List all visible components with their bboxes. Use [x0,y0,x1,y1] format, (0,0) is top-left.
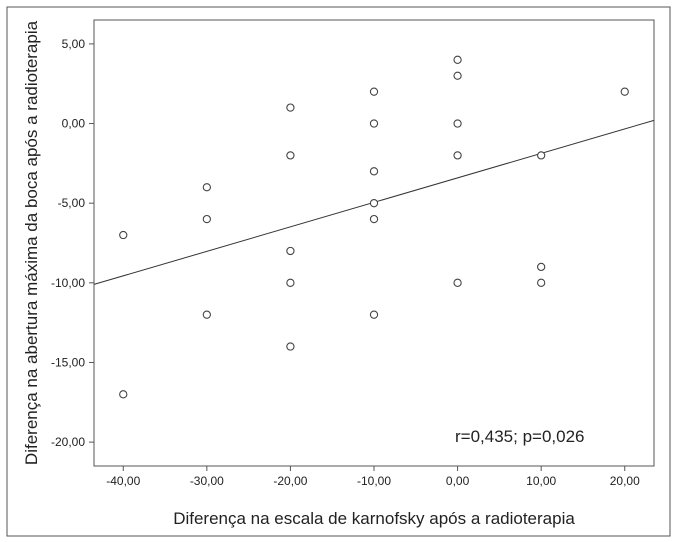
x-tick-label: -20,00 [273,474,307,488]
data-point [286,278,295,287]
y-axis: 5,00 0,00 -5,00 -10,00 -15,00 -20,00 [51,37,94,449]
data-point [453,71,462,80]
data-point [620,87,629,96]
x-tick-label: -10,00 [357,474,391,488]
data-point [537,262,546,272]
data-point [369,199,379,208]
plot-area [93,19,655,467]
data-point [286,246,295,256]
x-tick-label: 10,00 [526,474,556,488]
x-tick-label: -40,00 [106,474,140,488]
y-tick-label: 0,00 [62,117,86,131]
data-point [453,119,462,128]
y-tick-label: -10,00 [51,276,85,290]
x-axis: -40,00 -30,00 -20,00 -10,00 0,00 10,00 20,00 [106,466,640,488]
x-tick-label: -30,00 [190,474,224,488]
y-axis-title: Diferença na abertura máxima da boca apó… [22,20,41,465]
x-tick-label: 0,00 [446,474,470,488]
data-points [119,55,629,399]
y-tick-label: -5,00 [58,196,86,210]
data-point [453,278,462,287]
data-point [369,214,379,224]
data-point [286,103,295,112]
data-point [369,310,379,319]
y-tick-label: 5,00 [62,37,86,51]
data-point [453,151,462,160]
data-point [369,87,379,96]
data-point [537,278,546,287]
y-tick-label: -15,00 [51,355,85,369]
data-point [286,151,295,160]
x-axis-title: Diferença na escala de karnofsky após a … [173,509,575,528]
data-point [202,183,211,192]
data-point [286,342,295,351]
data-point [453,55,462,64]
x-tick-label: 20,00 [610,474,640,488]
data-point [202,214,211,224]
data-point [369,167,379,176]
data-point [119,390,128,399]
data-point [119,230,128,240]
correlation-annotation: r=0,435; p=0,026 [455,427,585,446]
y-tick-label: -20,00 [51,435,85,449]
data-point [537,151,546,160]
data-point [202,310,211,319]
data-point [369,119,379,128]
